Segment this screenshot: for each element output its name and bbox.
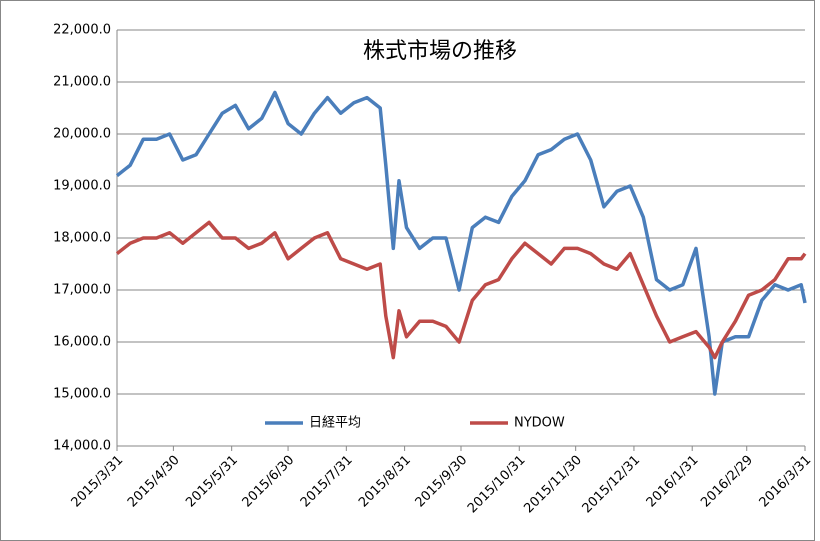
y-tick-label: 14,000.0 bbox=[53, 439, 111, 454]
y-tick-label: 21,000.0 bbox=[53, 75, 111, 90]
y-tick-label: 18,000.0 bbox=[53, 231, 111, 246]
legend-label: 日経平均 bbox=[309, 416, 361, 431]
y-tick-label: 20,000.0 bbox=[53, 127, 111, 142]
series-line bbox=[115, 220, 807, 360]
y-tick-label: 17,000.0 bbox=[53, 283, 111, 298]
y-tick-label: 16,000.0 bbox=[53, 335, 111, 350]
y-tick-label: 22,000.0 bbox=[53, 23, 111, 38]
series-line bbox=[115, 90, 807, 396]
legend-label: NYDOW bbox=[514, 416, 565, 431]
chart-title: 株式市場の推移 bbox=[363, 39, 517, 64]
y-tick-label: 15,000.0 bbox=[53, 387, 111, 402]
y-tick-label: 19,000.0 bbox=[53, 179, 111, 194]
